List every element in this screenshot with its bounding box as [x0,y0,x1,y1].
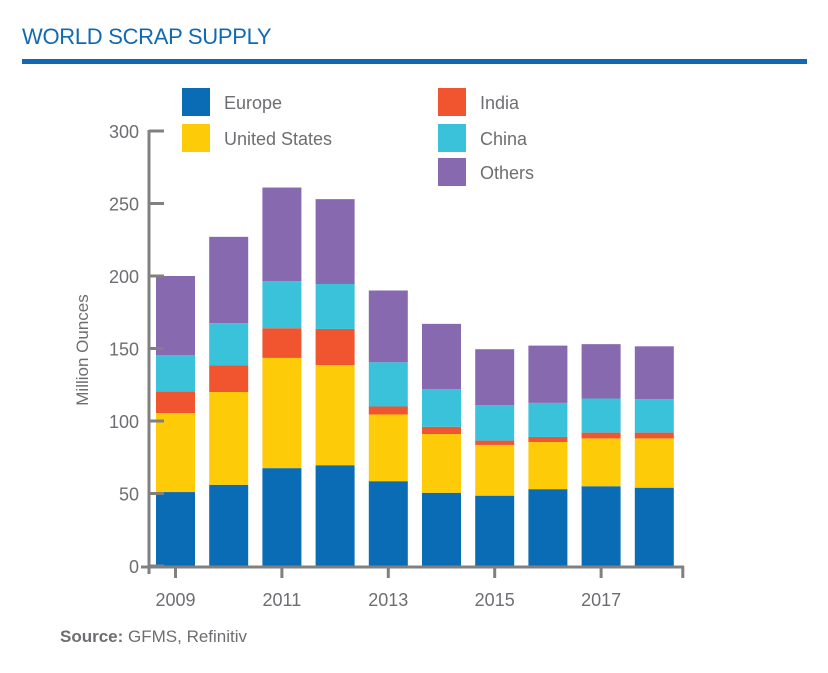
bars-group [156,187,674,566]
y-axis-label: Million Ounces [73,294,92,406]
bar-segment-europe-2017 [581,486,621,566]
legend-label-united-states: United States [224,129,332,149]
x-tick-label: 2015 [475,590,515,610]
legend-swatch-others [438,158,466,186]
bar-segment-europe-2012 [315,465,355,566]
bar-segment-united-states-2014 [422,434,461,493]
bar-segment-others-2018 [634,346,674,400]
chart-title: WORLD SCRAP SUPPLY [22,24,272,49]
bar-segment-united-states-2009 [156,413,195,493]
legend-group: Europe United States India China Others [182,88,534,186]
bar-segment-europe-2015 [475,495,515,566]
legend-swatch-united-states [182,124,210,152]
bar-segment-united-states-2013 [368,414,408,482]
bar-segment-others-2012 [315,199,355,284]
bar-segment-others-2015 [475,349,515,406]
x-tick-label: 2013 [368,590,408,610]
bar-segment-others-2009 [156,276,195,356]
legend-swatch-europe [182,88,210,116]
bar-segment-united-states-2015 [475,444,515,496]
bar-segment-europe-2010 [209,484,249,566]
bar-segment-others-2014 [422,323,461,390]
x-tick-label: 2017 [581,590,621,610]
source-note: Source: GFMS, Refinitiv [60,627,247,647]
y-tick-label: 100 [109,412,139,432]
bar-segment-united-states-2012 [315,365,355,466]
bar-segment-united-states-2011 [262,357,302,469]
bar-segment-india-2010 [209,365,249,392]
bar-segment-india-2015 [475,440,515,445]
y-tick-label: 300 [109,122,139,142]
bar-segment-others-2017 [581,344,621,399]
bar-segment-europe-2009 [156,492,195,566]
legend-swatch-china [438,124,466,152]
bar-segment-india-2018 [634,432,674,439]
bar-segment-india-2016 [528,436,568,443]
y-tick-label: 250 [109,195,139,215]
bar-segment-china-2015 [475,405,515,441]
bar-segment-europe-2013 [368,481,408,566]
bar-segment-europe-2016 [528,489,568,566]
legend-label-india: India [480,93,520,113]
bar-segment-china-2018 [634,399,674,433]
y-tick-label: 200 [109,267,139,287]
bar-segment-united-states-2010 [209,392,249,485]
bar-segment-others-2016 [528,345,568,403]
legend-label-europe: Europe [224,93,282,113]
bar-segment-china-2011 [262,281,302,329]
title-underline [22,59,807,64]
bar-segment-india-2014 [422,426,461,435]
bar-segment-others-2010 [209,236,249,324]
legend-label-china: China [480,129,528,149]
bar-segment-others-2013 [368,290,408,363]
bar-segment-china-2009 [156,355,195,392]
bar-segment-europe-2011 [262,468,302,566]
bar-segment-china-2016 [528,402,568,437]
x-tick-label: 2011 [263,590,302,610]
y-tick-label: 0 [129,557,139,577]
bar-segment-china-2017 [581,398,621,433]
bar-segment-india-2013 [368,406,408,415]
source-text: GFMS, Refinitiv [123,627,248,646]
source-label: Source: [60,627,124,646]
bar-segment-europe-2014 [422,492,461,566]
bar-segment-china-2014 [422,389,461,427]
bar-segment-others-2011 [262,187,302,282]
legend-label-others: Others [480,163,534,183]
y-tick-label: 50 [119,485,139,505]
bar-segment-united-states-2018 [634,438,674,488]
axes-group: 0 50 100 150 200 250 300 2009 2011 2013 2015 2017 [109,122,685,610]
bar-segment-china-2013 [368,362,408,407]
y-tick-label: 150 [109,340,139,360]
bar-segment-china-2012 [315,283,355,329]
bar-segment-india-2009 [156,391,195,414]
bar-segment-india-2011 [262,328,302,358]
x-tick-label: 2009 [155,590,195,610]
bar-segment-india-2012 [315,328,355,366]
bar-segment-united-states-2016 [528,442,568,490]
bar-segment-europe-2018 [634,487,674,566]
bar-segment-india-2017 [581,432,621,439]
legend-swatch-india [438,88,466,116]
bar-segment-china-2010 [209,323,249,366]
bar-segment-united-states-2017 [581,438,621,487]
